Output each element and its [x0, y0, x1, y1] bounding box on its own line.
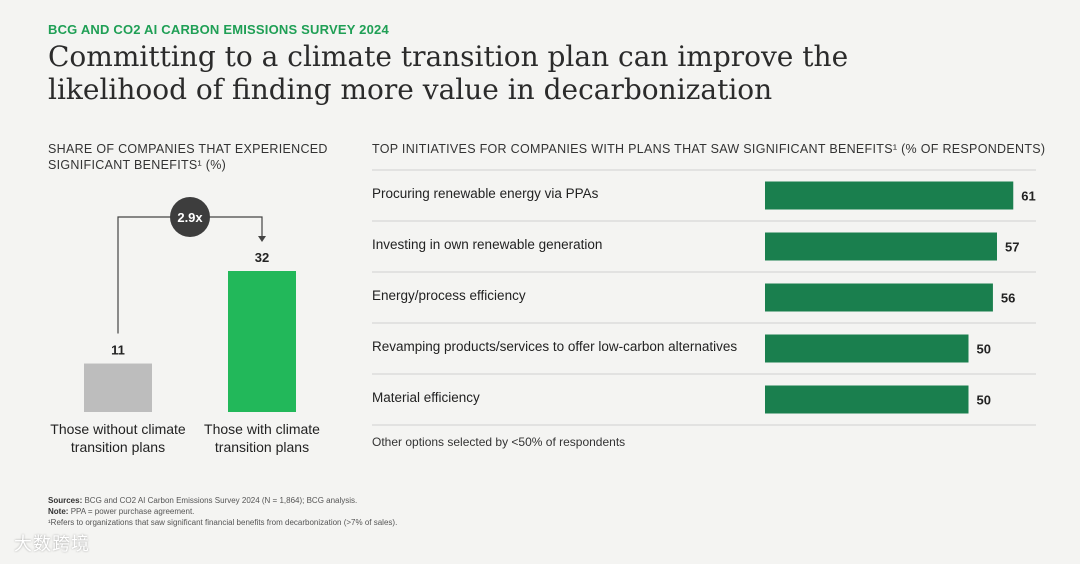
- data-label: 32: [255, 250, 269, 265]
- initiative-label: Procuring renewable energy via PPAs: [372, 186, 599, 201]
- initiative-label: Revamping products/services to offer low…: [372, 339, 738, 354]
- left-category-without-plans: Those without climate transition plans: [50, 421, 186, 455]
- left-category-with-plans: Those with climate transition plans: [204, 421, 320, 455]
- page-title: Committing to a climate transition plan …: [48, 40, 849, 106]
- footnote-text: ¹Refers to organizations that saw signif…: [48, 518, 398, 527]
- initiative-bar: [765, 181, 1014, 210]
- footer-notes: Sources: BCG and CO2 AI Carbon Emissions…: [48, 495, 397, 528]
- watermark-logo: 大数跨境: [14, 534, 90, 554]
- multiplier-badge: [170, 197, 210, 237]
- left-chart-title: SHARE OF COMPANIES THAT EXPERIENCED SIGN…: [48, 142, 328, 172]
- note-label: Note:: [48, 507, 69, 516]
- initiative-bar: [765, 334, 969, 363]
- note-text: PPA = power purchase agreement.: [70, 507, 195, 516]
- bar-without-plans: [84, 363, 152, 412]
- initiative-bar: [765, 283, 993, 312]
- data-label: 56: [1001, 291, 1015, 306]
- data-label: 50: [977, 393, 991, 408]
- initiative-bar: [765, 385, 969, 414]
- initiative-label: Energy/process efficiency: [372, 288, 526, 303]
- sources-text: BCG and CO2 AI Carbon Emissions Survey 2…: [84, 496, 358, 505]
- initiative-label: Material efficiency: [372, 390, 480, 405]
- survey-kicker: BCG AND CO2 AI CARBON EMISSIONS SURVEY 2…: [48, 22, 389, 37]
- initiative-label: Investing in own renewable generation: [372, 237, 603, 252]
- sources-label: Sources:: [48, 496, 83, 505]
- arrow-head-icon: [258, 236, 266, 242]
- data-label: 57: [1005, 240, 1019, 255]
- initiative-bar: [765, 232, 997, 261]
- multiplier-label: 2.9x: [177, 210, 203, 225]
- data-label: 50: [977, 342, 991, 357]
- bar-with-plans: [228, 271, 296, 412]
- right-chart-title: TOP INITIATIVES FOR COMPANIES WITH PLANS…: [372, 142, 1046, 156]
- data-label: 61: [1021, 189, 1035, 204]
- data-label: 11: [111, 343, 125, 358]
- other-options-note: Other options selected by <50% of respon…: [372, 435, 626, 449]
